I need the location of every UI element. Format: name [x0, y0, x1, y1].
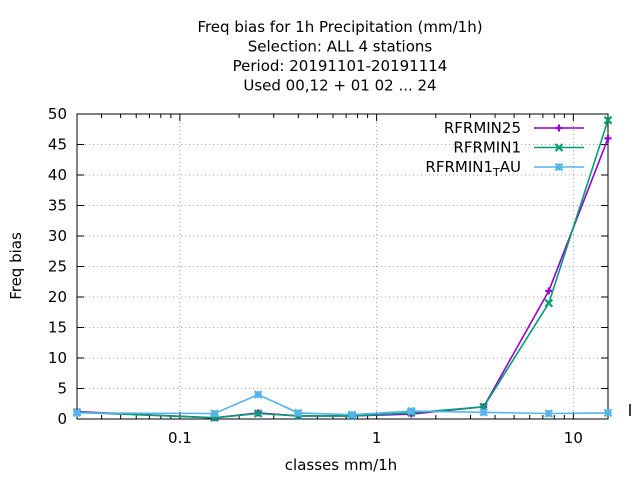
- legend-label: RFRMIN25: [444, 119, 521, 137]
- data-point: [294, 408, 303, 418]
- data-point: [604, 134, 612, 142]
- y-tick-label: 50: [48, 105, 67, 123]
- data-point: [253, 409, 263, 418]
- series-line-rfrmin1: [76, 119, 609, 419]
- y-tick-label: 15: [48, 319, 67, 337]
- grid: [77, 114, 608, 419]
- chart-title-line: Selection: ALL 4 stations: [248, 38, 433, 56]
- y-tick-label: 25: [48, 258, 67, 276]
- series-line-rfrmin25: [76, 138, 609, 419]
- y-tick-label: 5: [57, 380, 67, 398]
- y-tick-label: 10: [48, 349, 67, 367]
- data-point: [253, 390, 263, 399]
- y-tick-label: 35: [48, 197, 67, 215]
- data-point: [72, 408, 82, 418]
- series-line-rfrmin1-au: [76, 393, 609, 416]
- chart-title: Freq bias for 1h Precipitation (mm/1h) Se…: [197, 18, 482, 95]
- x-tick-label: 1: [372, 429, 382, 447]
- data-point: [347, 410, 357, 420]
- legend-label: RFRMIN1: [453, 139, 521, 157]
- data-point: [544, 298, 554, 308]
- chart-title-line: Freq bias for 1h Precipitation (mm/1h): [197, 18, 482, 36]
- x-tick-label: 0.1: [168, 429, 192, 447]
- legend-swatch-marker: [554, 143, 564, 152]
- x-axis-label: classes mm/1h: [285, 456, 397, 474]
- legend-swatch-marker: [554, 162, 564, 172]
- data-point: [603, 408, 613, 418]
- data-point: [210, 409, 219, 418]
- data-point: [406, 406, 416, 416]
- chart-title-line: Period: 20191101-20191114: [233, 57, 448, 75]
- data-point: [479, 408, 488, 417]
- series-layer: [72, 115, 613, 423]
- legend-label: RFRMIN1TAU: [425, 158, 521, 179]
- y-tick-label: 40: [48, 166, 67, 184]
- y-axis-label: Freq bias: [7, 232, 25, 300]
- legend-swatch-marker: [555, 124, 563, 132]
- x-tick-label: 10: [564, 429, 583, 447]
- y-tick-label: 0: [57, 410, 67, 428]
- axes: 0 5 10 15 20 25 30 35 40 45 50 0.1 1 10: [48, 105, 609, 447]
- plot-frame: [76, 113, 609, 420]
- y-tick-label: 30: [48, 227, 67, 245]
- data-point: [544, 409, 554, 418]
- y-tick-label: 20: [48, 288, 67, 306]
- y-tick-label: 45: [48, 136, 67, 154]
- data-point: [603, 115, 613, 125]
- chart-title-line: Used 00,12 + 01 02 ... 24: [243, 77, 436, 95]
- data-point: [545, 287, 553, 295]
